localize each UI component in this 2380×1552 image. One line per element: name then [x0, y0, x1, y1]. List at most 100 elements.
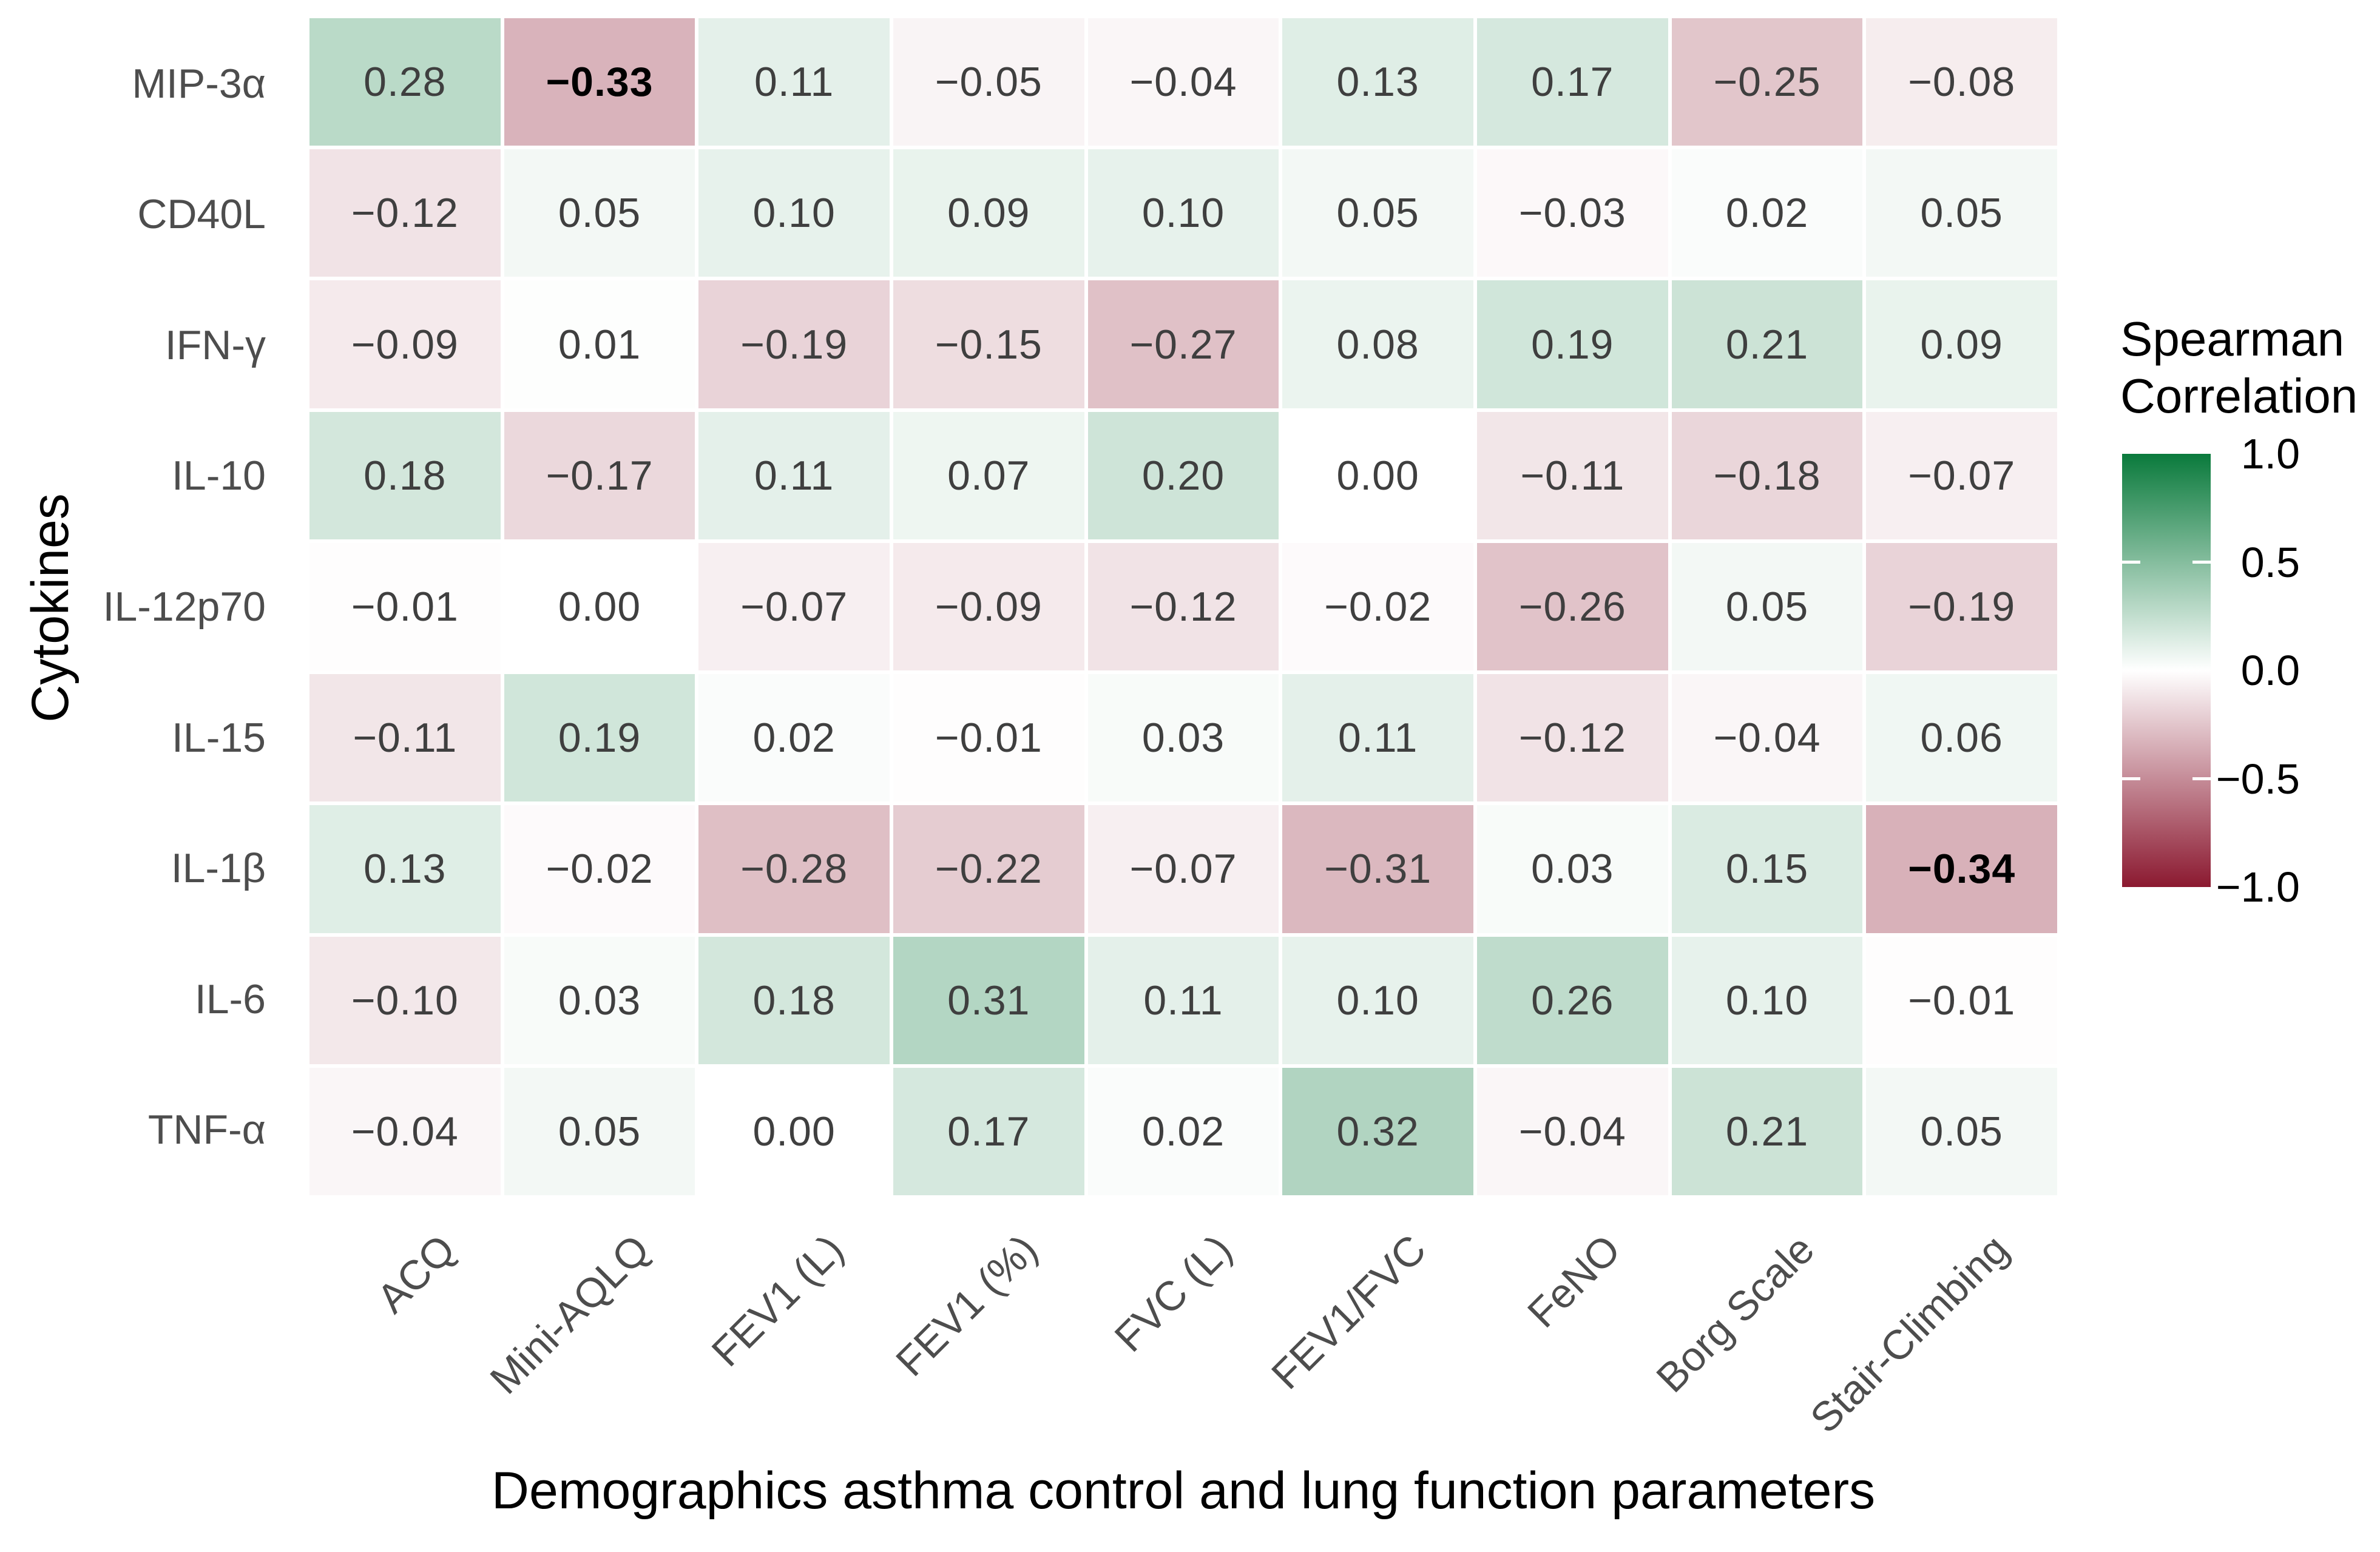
heatmap-cell: −0.31: [1282, 805, 1473, 933]
heatmap-cell: 0.32: [1282, 1067, 1473, 1195]
heatmap-grid: 0.28 −0.33 0.11 −0.05 −0.04 0.13 0.17 −0.25 −0.0…: [309, 18, 2057, 1195]
heatmap-cell: 0.02: [1087, 1067, 1279, 1195]
heatmap-cell: −0.07: [1866, 411, 2057, 539]
heatmap-cell: 0.03: [504, 936, 695, 1064]
x-tick-label: FEV1 (%): [887, 1226, 1047, 1385]
heatmap-cell: 0.00: [1282, 411, 1473, 539]
heatmap-cell: 0.02: [698, 674, 890, 802]
heatmap-cell: −0.12: [309, 149, 501, 277]
heatmap-cell: −0.12: [1476, 674, 1668, 802]
heatmap-cell: −0.27: [1087, 280, 1279, 408]
heatmap-cell: −0.07: [698, 542, 890, 671]
heatmap-cell: 0.05: [504, 149, 695, 277]
x-tick-label: Mini-AQLQ: [481, 1226, 658, 1403]
colorbar-tick-mark: [2192, 777, 2211, 780]
heatmap-cell: 0.08: [1282, 280, 1473, 408]
heatmap-cell: 0.03: [1087, 674, 1279, 802]
heatmap-cell: 0.06: [1866, 674, 2057, 802]
heatmap-cell: −0.02: [504, 805, 695, 933]
heatmap-cell: −0.04: [1087, 18, 1279, 146]
heatmap-cell: 0.17: [1476, 18, 1668, 146]
colorbar-tick-mark: [2122, 561, 2140, 564]
heatmap-cell: −0.01: [309, 542, 501, 671]
heatmap-cell: 0.10: [1282, 936, 1473, 1064]
heatmap-cell: −0.15: [893, 280, 1084, 408]
heatmap-cell: 0.15: [1671, 805, 1863, 933]
x-tick-label: FeNO: [1518, 1226, 1629, 1337]
heatmap-cell: 0.18: [309, 411, 501, 539]
y-tick-label: IL-12p70: [103, 583, 266, 630]
heatmap-cell: −0.22: [893, 805, 1084, 933]
heatmap-cell: 0.10: [1671, 936, 1863, 1064]
heatmap-cell: −0.19: [698, 280, 890, 408]
heatmap-cell: −0.09: [309, 280, 501, 408]
heatmap-cell: 0.11: [1282, 674, 1473, 802]
legend-title-line: Spearman: [2120, 312, 2345, 366]
heatmap-cell: −0.09: [893, 542, 1084, 671]
legend-tick-label: 0.5: [2240, 538, 2300, 586]
heatmap-cell: 0.26: [1476, 936, 1668, 1064]
heatmap-cell: 0.03: [1476, 805, 1668, 933]
heatmap-cell: 0.19: [504, 674, 695, 802]
heatmap-cell: −0.07: [1087, 805, 1279, 933]
heatmap-cell: 0.21: [1671, 280, 1863, 408]
heatmap-cell: 0.02: [1671, 149, 1863, 277]
heatmap-cell: −0.04: [1671, 674, 1863, 802]
x-tick-label: FEV1/FVC: [1262, 1226, 1435, 1398]
heatmap-cell: 0.10: [1087, 149, 1279, 277]
y-tick-label: IL-1β: [171, 845, 266, 892]
heatmap-cell: 0.17: [893, 1067, 1084, 1195]
heatmap-cell: 0.13: [1282, 18, 1473, 146]
heatmap-cell: 0.20: [1087, 411, 1279, 539]
heatmap-cell: 0.01: [504, 280, 695, 408]
y-axis-tick-labels: MIP-3α CD40L IFN-γ IL-10 IL-12p70 IL-15 IL-1β I…: [0, 18, 288, 1195]
heatmap-cell: −0.34: [1866, 805, 2057, 933]
heatmap-cell: −0.11: [1476, 411, 1668, 539]
heatmap-cell: 0.05: [1671, 542, 1863, 671]
heatmap-cell: −0.02: [1282, 542, 1473, 671]
heatmap-cell: 0.00: [504, 542, 695, 671]
heatmap-cell: 0.05: [1866, 149, 2057, 277]
colorbar-tick-mark: [2192, 561, 2211, 564]
heatmap-cell: 0.18: [698, 936, 890, 1064]
heatmap-cell: −0.33: [504, 18, 695, 146]
heatmap-cell: −0.17: [504, 411, 695, 539]
heatmap-cell: 0.05: [1866, 1067, 2057, 1195]
x-tick-label: Borg Scale: [1648, 1226, 1824, 1402]
heatmap-cell: −0.18: [1671, 411, 1863, 539]
legend-tick-label: 0.0: [2240, 647, 2300, 694]
heatmap-cell: 0.11: [1087, 936, 1279, 1064]
heatmap-cell: −0.26: [1476, 542, 1668, 671]
x-tick-label: FEV1 (L): [703, 1226, 853, 1375]
y-tick-label: IL-6: [194, 976, 266, 1022]
heatmap-cell: −0.01: [893, 674, 1084, 802]
heatmap-cell: 0.13: [309, 805, 501, 933]
heatmap-cell: 0.28: [309, 18, 501, 146]
heatmap-cell: −0.08: [1866, 18, 2057, 146]
x-axis-title: Demographics asthma control and lung fun…: [491, 1462, 1876, 1520]
y-tick-label: TNF-α: [147, 1107, 266, 1153]
heatmap-cell: 0.00: [698, 1067, 890, 1195]
heatmap-cell: −0.10: [309, 936, 501, 1064]
heatmap-cell: 0.11: [698, 18, 890, 146]
x-tick-label: ACQ: [368, 1226, 464, 1322]
legend-tick-label: −1.0: [2216, 863, 2300, 911]
heatmap-cell: 0.31: [893, 936, 1084, 1064]
y-tick-label: CD40L: [137, 191, 266, 238]
y-tick-label: IL-10: [172, 453, 266, 499]
heatmap-cell: 0.09: [893, 149, 1084, 277]
heatmap-cell: 0.11: [698, 411, 890, 539]
legend-title: Spearman Correlation: [2120, 311, 2358, 425]
heatmap-cell: 0.19: [1476, 280, 1668, 408]
colorbar-tick-mark: [2122, 777, 2140, 780]
heatmap-cell: 0.10: [698, 149, 890, 277]
heatmap-cell: −0.05: [893, 18, 1084, 146]
x-tick-label: FVC (L): [1106, 1226, 1241, 1361]
legend-tick-label: −0.5: [2216, 755, 2300, 803]
heatmap-cell: −0.03: [1476, 149, 1668, 277]
y-tick-label: IL-15: [172, 714, 266, 761]
legend-colorbar: [2122, 454, 2211, 887]
heatmap-cell: 0.21: [1671, 1067, 1863, 1195]
heatmap-cell: 0.05: [504, 1067, 695, 1195]
